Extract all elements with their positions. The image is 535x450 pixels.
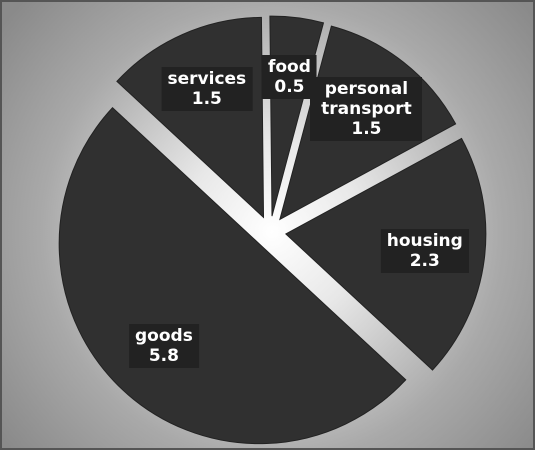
slice-label: food 0.5 xyxy=(261,55,317,100)
slice-name: food xyxy=(267,57,311,78)
slice-value: 2.3 xyxy=(409,251,440,272)
slice-value: 0.5 xyxy=(274,77,305,98)
slice-label: services 1.5 xyxy=(161,67,253,112)
slice-name: goods xyxy=(134,326,193,347)
slice-label: goods 5.8 xyxy=(128,324,199,369)
slice-value: 1.5 xyxy=(351,119,382,140)
slice-label: personal transport 1.5 xyxy=(310,77,423,142)
slice-name: housing xyxy=(386,231,463,252)
slice-label: housing 2.3 xyxy=(380,229,469,274)
slice-value: 5.8 xyxy=(148,346,179,367)
slice-value: 1.5 xyxy=(191,89,222,110)
slice-name: services xyxy=(167,69,247,90)
slice-name: personal transport xyxy=(321,79,412,120)
